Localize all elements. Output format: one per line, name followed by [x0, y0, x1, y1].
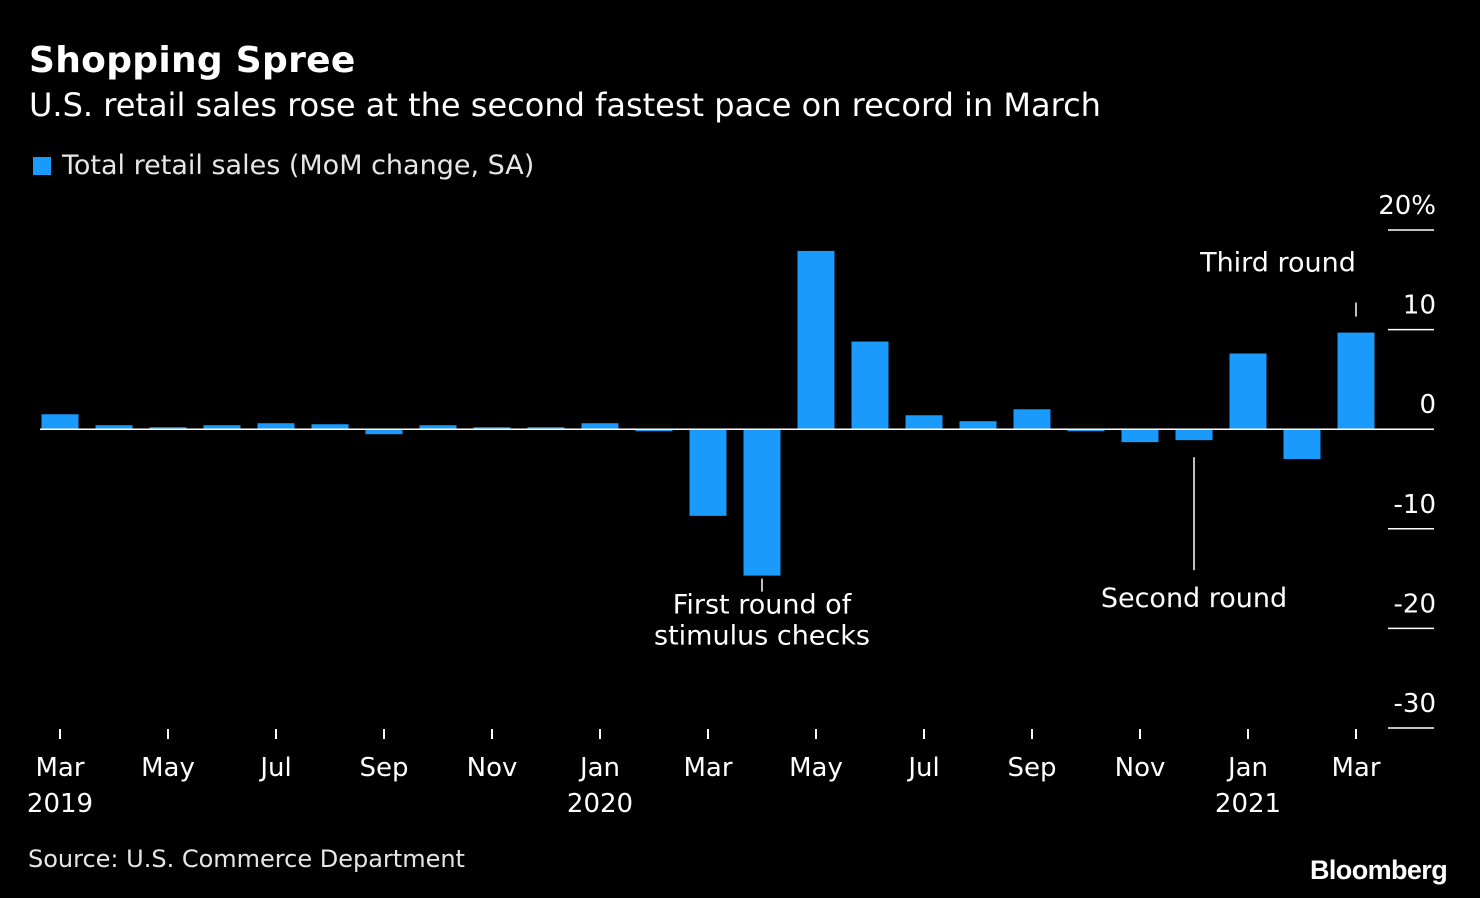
bar	[203, 425, 241, 430]
x-tick-year-label: 2019	[27, 789, 93, 819]
legend-swatch	[33, 156, 51, 175]
bar	[1121, 429, 1159, 443]
x-tick-label: Jul	[906, 753, 939, 783]
annotation-text: stimulus checks	[654, 621, 870, 652]
bar	[1067, 429, 1105, 432]
bar	[1337, 332, 1375, 430]
y-tick-label: -30	[1394, 689, 1436, 719]
x-tick-label: Nov	[467, 753, 518, 783]
legend-label: Total retail sales (MoM change, SA)	[62, 150, 535, 181]
bar	[581, 423, 619, 430]
bar	[689, 429, 727, 516]
bar	[1229, 353, 1267, 430]
x-tick-label: May	[141, 753, 195, 783]
bar	[959, 421, 997, 430]
bar	[419, 425, 457, 430]
x-tick-label: May	[789, 753, 843, 783]
legend: Total retail sales (MoM change, SA)	[33, 150, 534, 181]
bar	[1283, 429, 1321, 460]
y-tick-label: 10	[1403, 291, 1436, 321]
bar	[365, 429, 403, 435]
x-tick-label: Mar	[35, 753, 84, 783]
y-axis: 20% 10 0 -10 -20 -30	[1378, 191, 1436, 729]
x-tick-year-label: 2021	[1215, 789, 1281, 819]
annotation-text: First round of	[673, 590, 853, 621]
annotation-text: Second round	[1101, 583, 1287, 614]
bar	[527, 427, 565, 430]
x-tick-label: Jul	[258, 753, 291, 783]
x-tick-label: Jan	[1226, 753, 1268, 783]
y-tick-label: 20%	[1378, 191, 1436, 221]
bar	[797, 250, 835, 430]
x-tick-label: Jan	[578, 753, 620, 783]
bar	[635, 429, 673, 432]
bars-group	[41, 250, 1375, 576]
bar	[851, 341, 889, 430]
bar	[1175, 429, 1213, 441]
chart-title: Shopping Spree	[29, 40, 356, 81]
bar	[311, 424, 349, 430]
chart-subtitle: U.S. retail sales rose at the second fas…	[29, 86, 1101, 124]
bar	[743, 429, 781, 576]
y-tick-label: -10	[1394, 490, 1436, 520]
y-tick-label: -20	[1394, 589, 1436, 619]
x-tick-year-label: 2020	[567, 789, 633, 819]
brand-logo: Bloomberg	[1310, 855, 1448, 885]
bar	[1013, 409, 1051, 430]
bar	[257, 423, 295, 430]
y-tick-label: 0	[1419, 390, 1436, 420]
bar	[473, 427, 511, 430]
bar	[41, 414, 79, 430]
x-tick-label: Mar	[1331, 753, 1380, 783]
x-tick-label: Mar	[683, 753, 732, 783]
x-tick-label: Sep	[1007, 753, 1056, 783]
annotation-text: Third round	[1199, 248, 1356, 279]
bar	[149, 427, 187, 430]
x-tick-label: Nov	[1115, 753, 1166, 783]
bar	[95, 425, 133, 430]
x-tick-label: Sep	[359, 753, 408, 783]
bar	[905, 415, 943, 430]
source-note: Source: U.S. Commerce Department	[28, 845, 465, 873]
x-axis: Mar 2019 May Jul Sep Nov Jan 2020 Mar May Jul Sep No…	[27, 729, 1381, 819]
